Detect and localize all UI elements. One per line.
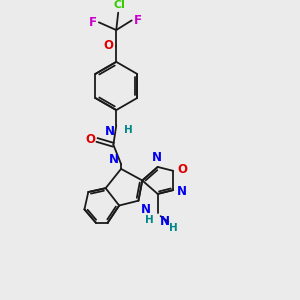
- Text: Cl: Cl: [113, 0, 125, 10]
- Text: H: H: [145, 215, 154, 225]
- Text: N: N: [105, 124, 115, 137]
- Text: H: H: [169, 223, 178, 233]
- Text: N: N: [160, 215, 170, 228]
- Text: N: N: [152, 151, 162, 164]
- Text: O: O: [85, 134, 95, 146]
- Text: F: F: [89, 16, 97, 29]
- Text: F: F: [134, 14, 142, 27]
- Text: N: N: [177, 184, 187, 198]
- Text: O: O: [103, 39, 113, 52]
- Text: H: H: [124, 124, 133, 134]
- Text: N: N: [109, 153, 119, 166]
- Text: O: O: [177, 163, 187, 176]
- Text: N: N: [141, 202, 151, 216]
